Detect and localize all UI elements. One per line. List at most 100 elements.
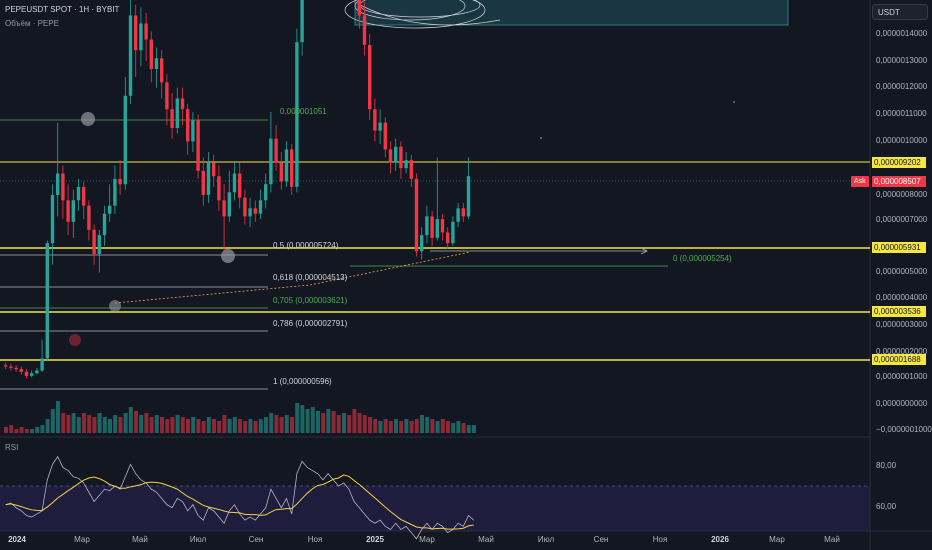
candle-body: [108, 205, 112, 214]
candle-body: [274, 138, 278, 163]
trend-line[interactable]: [114, 284, 311, 304]
candle-body: [196, 119, 200, 171]
volume-bar: [170, 417, 175, 433]
volume-bar: [243, 421, 248, 433]
volume-bar: [149, 417, 154, 433]
volume-bar: [305, 409, 310, 433]
volume-bar: [30, 429, 34, 433]
candle-body: [35, 370, 39, 374]
candle-body: [404, 160, 408, 169]
price-axis-label: 0,0000007000: [876, 215, 928, 224]
time-axis-label: Мар: [74, 535, 90, 544]
volume-bar: [352, 409, 357, 433]
candle-body: [118, 178, 122, 185]
rsi-axis-label: 80,00: [876, 461, 897, 470]
drawn-rectangle[interactable]: [354, 0, 789, 26]
volume-bar: [76, 417, 81, 433]
volume-bar: [227, 419, 232, 433]
candle-body: [383, 122, 387, 150]
candle-body: [238, 173, 242, 198]
volume-bar: [394, 419, 398, 433]
volume-bar: [45, 419, 50, 433]
time-axis-label: Ноя: [652, 535, 668, 544]
price-tag: 0,000009202: [872, 157, 926, 168]
support-levels[interactable]: [0, 161, 870, 361]
currency-button[interactable]: USDT: [872, 4, 928, 20]
candle-body: [170, 109, 174, 128]
volume-bar: [92, 417, 97, 433]
volume-bar: [331, 411, 336, 433]
volume-bar: [357, 413, 362, 433]
volume-bar: [373, 419, 378, 433]
candle-body: [160, 58, 164, 83]
marker-circle[interactable]: [221, 249, 235, 263]
candle-body: [50, 194, 55, 244]
candle-body: [40, 358, 44, 371]
candle-body: [409, 160, 413, 179]
candle-body: [175, 98, 179, 128]
marker-circle[interactable]: [69, 334, 81, 346]
price-axis-label: 0,0000001000: [876, 372, 928, 381]
time-axis-label: Май: [478, 535, 494, 544]
symbol-legend[interactable]: PEPEUSDT SPOT · 1H · BYBIT: [5, 5, 120, 14]
volume-bar: [154, 415, 159, 433]
price-axis-label: 0,0000011000: [876, 109, 927, 118]
candle-body: [87, 205, 91, 230]
volume-bar: [274, 415, 279, 433]
volume-legend[interactable]: Объём · PEPE: [5, 19, 59, 28]
candle-body: [217, 176, 221, 201]
volume-bar: [40, 425, 45, 433]
volume-bar: [35, 427, 40, 433]
volume-bar: [461, 423, 466, 433]
candle-body: [451, 221, 455, 244]
candle-body: [144, 23, 148, 40]
rsi-legend[interactable]: RSI: [5, 443, 19, 452]
candle-body: [456, 208, 460, 222]
volume-bar: [420, 415, 424, 433]
volume-bar: [222, 415, 227, 433]
candle-body: [243, 197, 247, 217]
volume-bar: [310, 407, 315, 433]
candle-body: [368, 44, 372, 110]
fib-label: 1 (0,000000596): [273, 377, 332, 386]
price-axis-label: 0,0000003000: [876, 320, 928, 329]
marker-circle[interactable]: [81, 112, 95, 126]
trend-line-2[interactable]: [309, 251, 471, 286]
time-axis-label: Сен: [593, 535, 609, 544]
volume-bar: [321, 413, 326, 433]
candle-body: [399, 146, 403, 169]
candle-body: [128, 15, 133, 96]
candle-body: [92, 229, 96, 254]
candle-body: [102, 213, 107, 236]
price-tag: 0,000005931: [872, 242, 926, 253]
candle-body: [123, 95, 127, 185]
time-axis-label: Май: [824, 535, 840, 544]
marker-circle[interactable]: [109, 300, 121, 312]
candles[interactable]: [4, 0, 471, 379]
price-axis-label: 0,0000014000: [876, 29, 928, 38]
candle-body: [76, 186, 81, 201]
candle-body: [258, 200, 263, 214]
price-axis-label: 0,0000002000: [876, 347, 928, 356]
volume-bar: [165, 419, 170, 433]
volume-bar: [128, 407, 133, 433]
candle-body: [253, 208, 257, 214]
candle-body: [186, 109, 190, 142]
volume-bar: [362, 415, 367, 433]
volume-bar: [446, 421, 450, 433]
volume-bar: [238, 419, 242, 433]
volume-bars: [4, 401, 476, 433]
volume-bar: [134, 411, 138, 433]
candle-body: [30, 373, 34, 376]
candle-body: [61, 173, 65, 201]
candle-body: [378, 122, 382, 131]
candle-body: [206, 162, 211, 195]
volume-bar: [368, 417, 372, 433]
volume-bar: [336, 415, 341, 433]
rsi-axis-label: 60,00: [876, 502, 897, 511]
candle-body: [19, 369, 23, 372]
fib-lines[interactable]: [0, 119, 668, 390]
candle-body: [425, 216, 429, 236]
volume-bar: [316, 411, 320, 433]
